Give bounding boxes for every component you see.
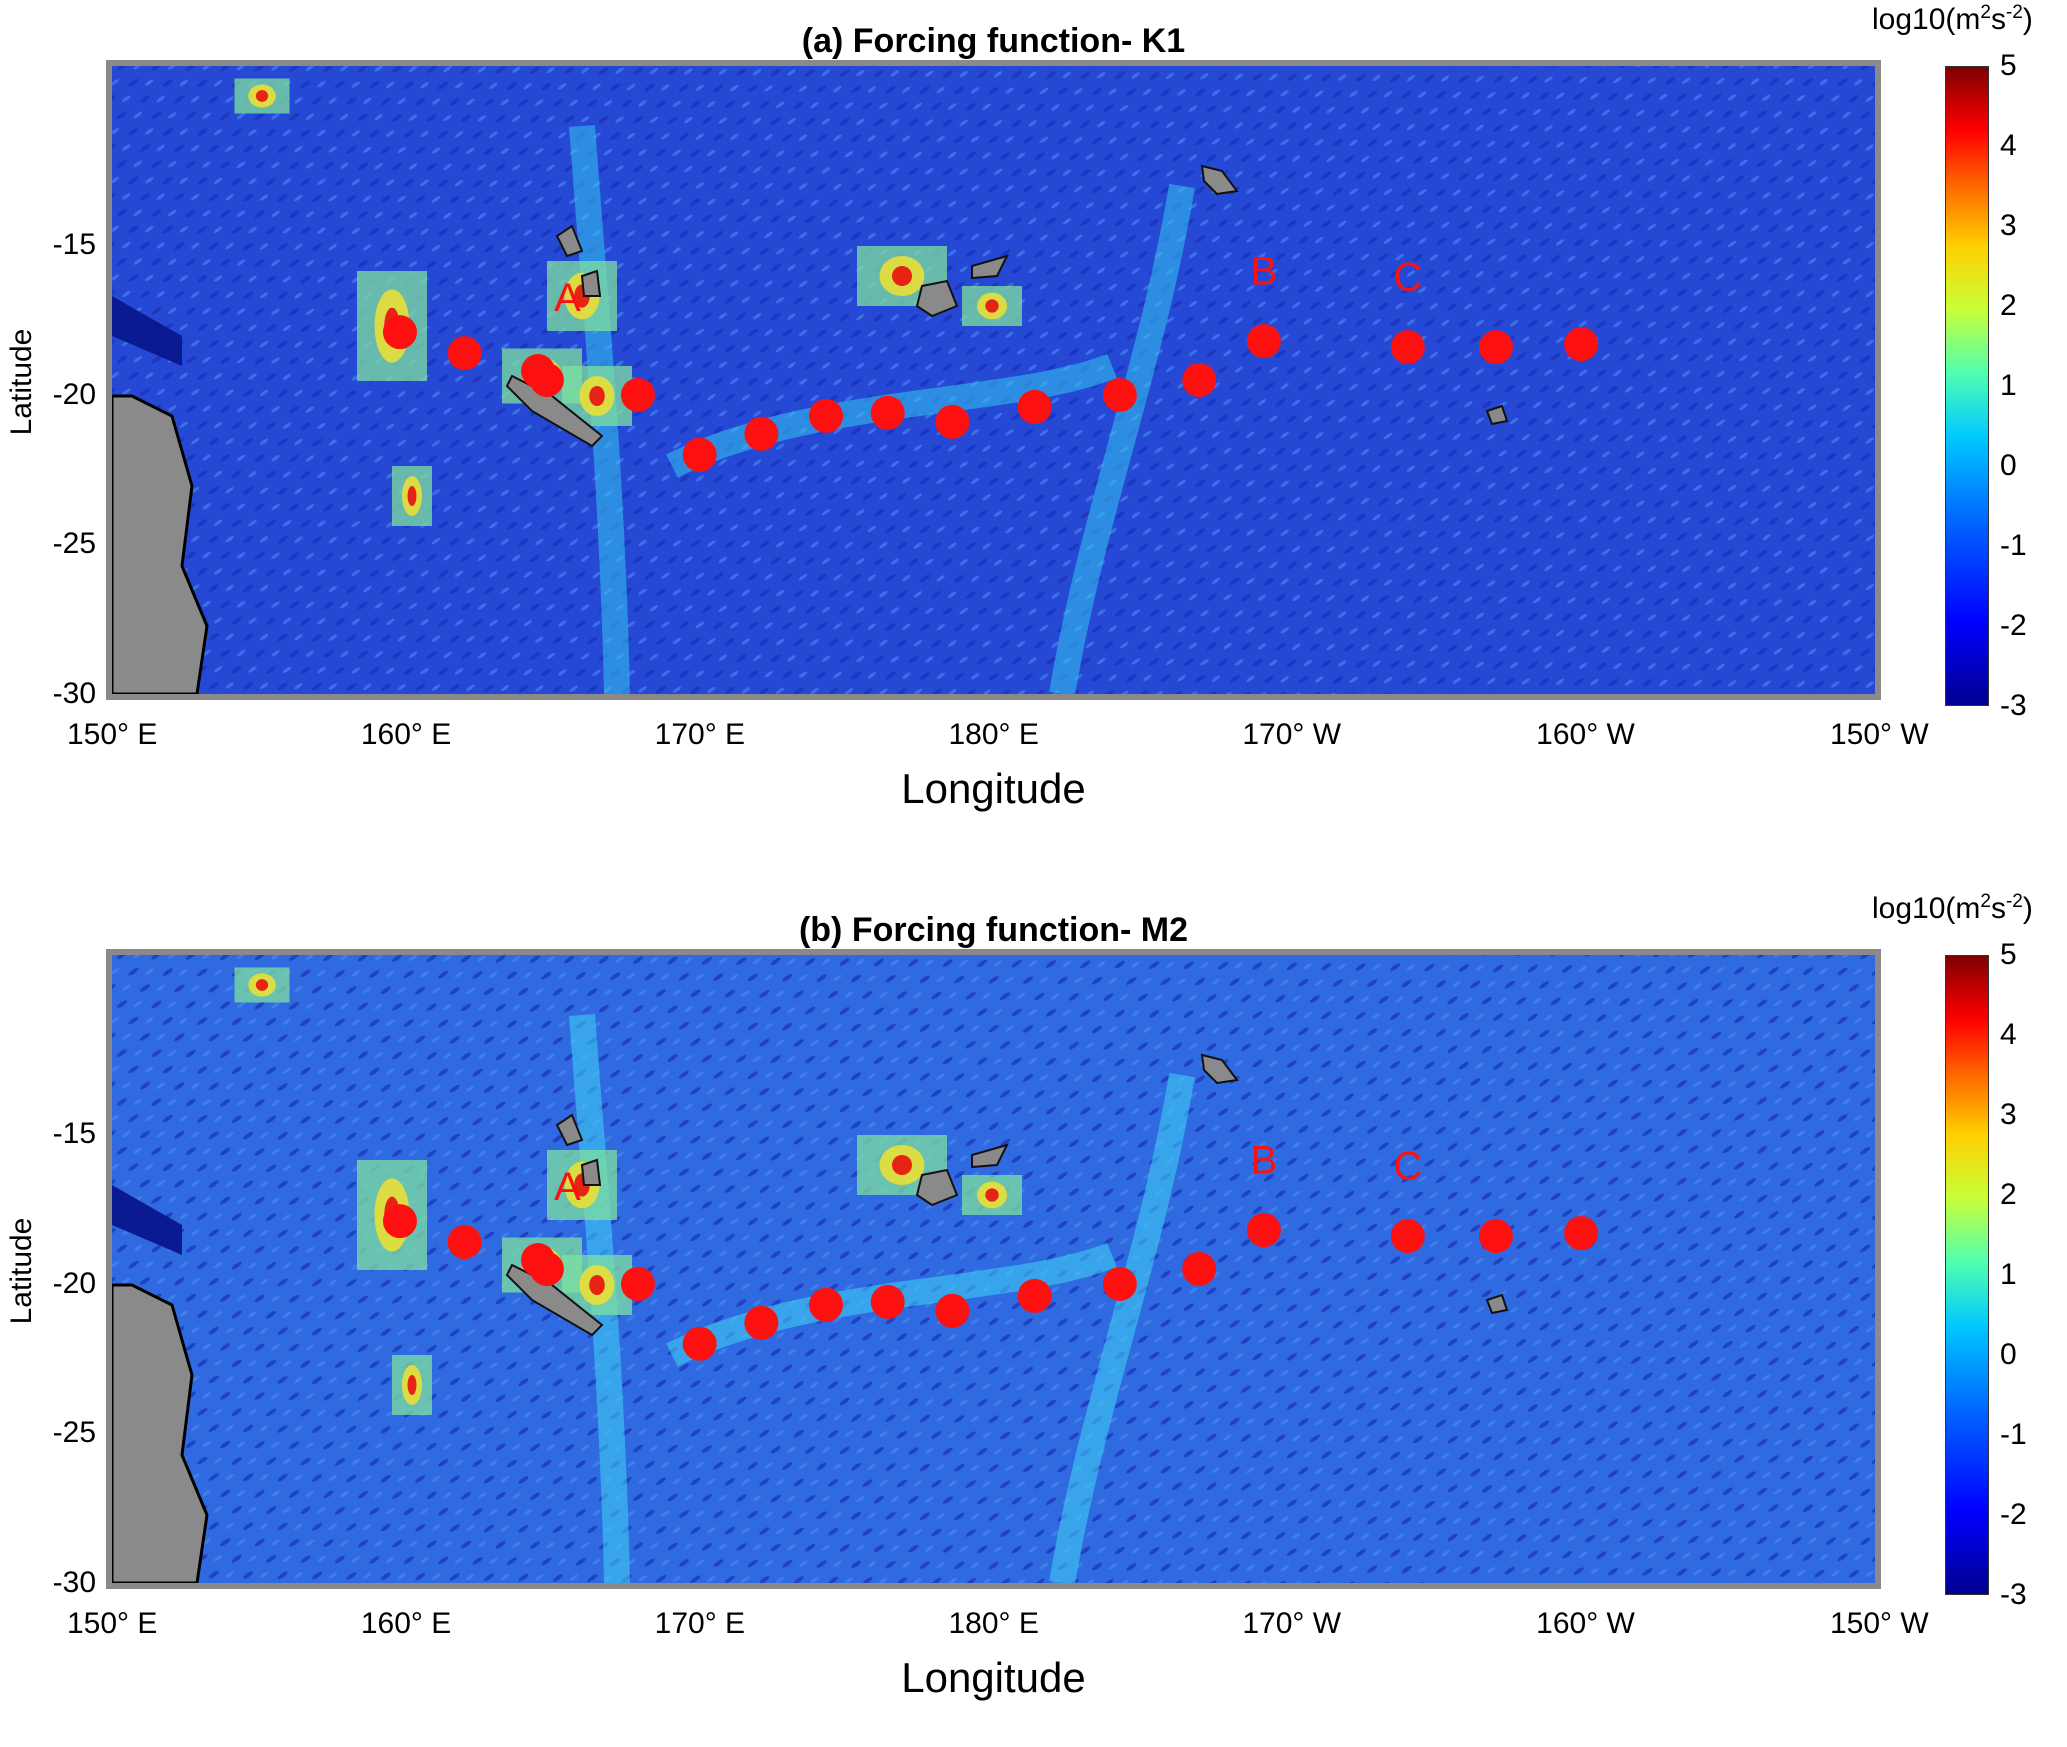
x-tick-label: 160° E xyxy=(360,718,452,751)
station-marker xyxy=(1246,324,1281,359)
station-marker xyxy=(1390,1219,1425,1254)
station-marker xyxy=(1564,327,1599,362)
colorbar-tick-label: 0 xyxy=(2000,449,2017,482)
station-marker xyxy=(744,416,779,451)
x-axis-label: Longitude xyxy=(901,1654,1086,1701)
station-marker xyxy=(1564,1216,1599,1251)
colorbar-tick-label: -2 xyxy=(2000,609,2027,642)
station-marker xyxy=(1102,1266,1137,1301)
station-marker xyxy=(1246,1213,1281,1248)
x-tick-label: 150° W xyxy=(1830,718,1929,751)
x-axis-label: Longitude xyxy=(901,765,1086,812)
colorbar-label: log10(m2s-2) xyxy=(1872,2,2033,36)
colorbar-tick-label: 2 xyxy=(2000,289,2017,322)
x-tick-label: 170° E xyxy=(654,1607,746,1640)
station-label: A xyxy=(554,276,581,320)
station-label: B xyxy=(1250,249,1277,293)
x-tick-label: 170° E xyxy=(654,718,746,751)
station-label: C xyxy=(1393,1144,1422,1188)
colorbar-tick-label: 4 xyxy=(2000,1018,2017,1051)
y-tick-label: -25 xyxy=(52,527,96,561)
x-tick-label: 160° E xyxy=(360,1607,452,1640)
x-tick-label: 180° E xyxy=(948,718,1039,751)
colorbar-tick-label: 4 xyxy=(2000,129,2017,162)
colorbar-tick-label: 1 xyxy=(2000,1258,2017,1291)
station-marker xyxy=(1182,1252,1217,1286)
station-marker xyxy=(1017,389,1052,424)
station-marker xyxy=(682,437,717,472)
y-tick-label: -20 xyxy=(52,1266,96,1300)
x-tick-label: 160° W xyxy=(1536,718,1635,751)
panel-b: (b) Forcing function- M2 log10(m2s-2) A B… xyxy=(0,889,2067,1747)
panel-a: (a) Forcing function- K1 log10(m2s-2) A B… xyxy=(0,0,2067,858)
y-tick-label: -15 xyxy=(52,228,96,262)
station-marker xyxy=(682,1326,717,1361)
colorbar-tick-label: 3 xyxy=(2000,209,2017,242)
colorbar-tick-label: 0 xyxy=(2000,1338,2017,1371)
station-label: B xyxy=(1250,1138,1277,1182)
station-marker xyxy=(1478,1219,1513,1254)
colorbar-tick-label: 5 xyxy=(2000,49,2017,82)
x-tick-label: 180° E xyxy=(948,1607,1039,1640)
station-marker xyxy=(529,363,564,397)
station-marker xyxy=(1478,330,1513,365)
station-marker xyxy=(935,404,970,439)
map-plot-area: A B C xyxy=(106,949,1881,1589)
x-tick-label: 150° E xyxy=(67,1607,158,1640)
colorbar-tick-label: -3 xyxy=(2000,1578,2027,1611)
y-tick-label: -25 xyxy=(52,1416,96,1450)
y-tick-label: -30 xyxy=(52,1566,96,1599)
station-label: C xyxy=(1393,255,1422,299)
station-marker xyxy=(620,1266,655,1301)
x-tick-label: 150° E xyxy=(67,718,158,751)
station-marker xyxy=(870,1284,905,1319)
station-marker xyxy=(529,1252,564,1286)
station-marker xyxy=(809,398,844,433)
colorbar xyxy=(1945,66,1989,706)
station-marker xyxy=(1390,330,1425,365)
y-tick-label: -20 xyxy=(52,377,96,411)
colorbar-tick-label: -3 xyxy=(2000,689,2027,722)
colorbar-label: log10(m2s-2) xyxy=(1872,891,2033,925)
station-marker xyxy=(935,1293,970,1328)
colorbar-tick-label: 2 xyxy=(2000,1178,2017,1211)
y-tick-label: -30 xyxy=(52,677,96,710)
station-marker xyxy=(382,1204,417,1239)
x-tick-label: 150° W xyxy=(1830,1607,1929,1640)
colorbar-tick-label: 3 xyxy=(2000,1098,2017,1131)
station-marker xyxy=(1182,363,1217,397)
station-marker xyxy=(809,1287,844,1322)
station-marker xyxy=(447,336,482,371)
y-tick-label: -15 xyxy=(52,1117,96,1151)
station-marker xyxy=(1102,377,1137,412)
station-marker xyxy=(870,395,905,430)
panel-title: (b) Forcing function- M2 xyxy=(798,911,1189,949)
station-marker xyxy=(382,315,417,350)
map-plot-area: A B C xyxy=(106,60,1881,700)
station-marker xyxy=(620,377,655,412)
map-canvas: A B C xyxy=(112,955,1875,1583)
x-tick-label: 170° W xyxy=(1242,1607,1342,1640)
station-label: A xyxy=(554,1165,581,1209)
station-marker xyxy=(447,1225,482,1260)
x-tick-label: 170° W xyxy=(1242,718,1342,751)
colorbar-tick-label: 5 xyxy=(2000,938,2017,971)
station-marker xyxy=(1017,1278,1052,1313)
colorbar-tick-label: 1 xyxy=(2000,369,2017,402)
map-canvas: A B C xyxy=(112,66,1875,694)
x-tick-label: 160° W xyxy=(1536,1607,1635,1640)
panel-title: (a) Forcing function- K1 xyxy=(801,22,1186,60)
station-marker xyxy=(744,1305,779,1340)
colorbar xyxy=(1945,955,1989,1595)
colorbar-tick-label: -1 xyxy=(2000,1418,2027,1451)
colorbar-tick-label: -2 xyxy=(2000,1498,2027,1531)
colorbar-tick-label: -1 xyxy=(2000,529,2027,562)
